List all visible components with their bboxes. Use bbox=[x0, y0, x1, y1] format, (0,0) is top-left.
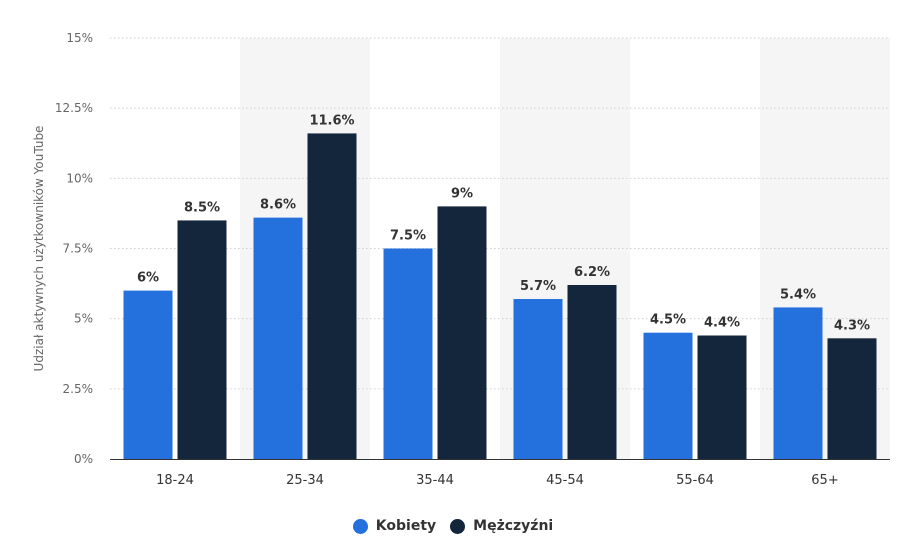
data-label: 6.2% bbox=[574, 265, 610, 280]
data-label: 6% bbox=[137, 271, 159, 286]
y-tick-label: 12.5% bbox=[55, 101, 93, 115]
legend-dot-icon bbox=[450, 518, 466, 534]
legend-label: Kobiety bbox=[375, 518, 437, 534]
y-axis-ticks: 0% 2.5% 5% 7.5% 10% 12.5% 15% bbox=[55, 31, 93, 466]
data-label: 8.6% bbox=[260, 198, 296, 213]
legend: Kobiety Mężczyźni bbox=[0, 518, 906, 534]
legend-item-mezczyzni[interactable]: Mężczyźni bbox=[450, 518, 553, 534]
bar bbox=[177, 220, 227, 459]
bar bbox=[773, 307, 823, 459]
x-tick-label: 45-54 bbox=[546, 473, 584, 488]
x-tick-label: 55-64 bbox=[676, 473, 714, 488]
legend-dot-icon bbox=[352, 518, 368, 534]
data-label: 4.4% bbox=[704, 316, 740, 331]
background-bands bbox=[240, 38, 890, 459]
bars bbox=[123, 133, 877, 459]
y-tick-label: 2.5% bbox=[63, 382, 94, 396]
bar bbox=[643, 332, 693, 459]
data-label: 4.5% bbox=[650, 313, 686, 328]
x-axis-categories: 18-24 25-34 35-44 45-54 55-64 65+ bbox=[156, 473, 839, 488]
legend-label: Mężczyźni bbox=[473, 518, 554, 534]
data-labels: 6% 8.5% 8.6% 11.6% 7.5% 9% 5.7% 6.2% 4.5% 4.4% 5.4… bbox=[137, 113, 870, 333]
data-label: 5.7% bbox=[520, 279, 556, 294]
bar bbox=[253, 217, 303, 459]
bar bbox=[307, 133, 357, 459]
x-tick-label: 18-24 bbox=[156, 473, 194, 488]
bar bbox=[827, 338, 877, 459]
bar bbox=[513, 299, 563, 459]
x-tick-label: 25-34 bbox=[286, 473, 324, 488]
data-label: 5.4% bbox=[780, 287, 816, 302]
bar bbox=[437, 206, 487, 459]
y-tick-label: 15% bbox=[66, 31, 93, 45]
data-label: 8.5% bbox=[184, 200, 220, 215]
legend-item-kobiety[interactable]: Kobiety bbox=[352, 518, 437, 534]
bar bbox=[383, 248, 433, 459]
y-tick-label: 7.5% bbox=[63, 242, 94, 256]
bar bbox=[567, 284, 617, 459]
y-tick-label: 0% bbox=[74, 452, 93, 466]
x-tick-label: 65+ bbox=[811, 473, 838, 488]
data-label: 7.5% bbox=[390, 229, 426, 244]
data-label: 9% bbox=[451, 186, 473, 201]
y-tick-label: 10% bbox=[66, 171, 93, 185]
y-tick-label: 5% bbox=[74, 312, 93, 326]
bar bbox=[123, 290, 173, 459]
data-label: 11.6% bbox=[309, 113, 354, 128]
y-axis-label: Udział aktywnych użytkowników YouTube bbox=[32, 126, 46, 372]
x-tick-label: 35-44 bbox=[416, 473, 454, 488]
data-label: 4.3% bbox=[834, 318, 870, 333]
bar bbox=[697, 335, 747, 459]
